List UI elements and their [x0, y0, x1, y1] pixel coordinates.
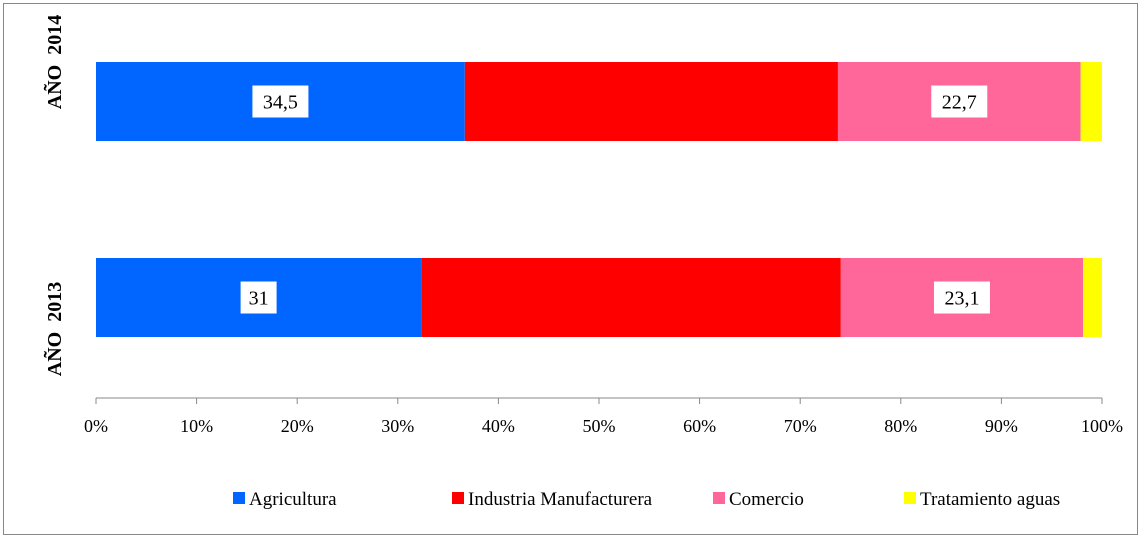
legend-swatch — [452, 492, 464, 504]
x-tick-label: 50% — [583, 416, 616, 436]
x-tick-label: 0% — [84, 416, 108, 436]
data-label: 22,7 — [942, 92, 977, 114]
x-axis: 0% 10% 20% 30% 40% 50% 60% 70% 80% 90% 100% — [84, 397, 1123, 436]
bar-segment — [1083, 258, 1102, 337]
category-label: AÑO 2013 — [43, 282, 66, 376]
x-tick-label: 40% — [482, 416, 515, 436]
legend-swatch — [713, 492, 725, 504]
legend: Agricultura Industria Manufacturera Comerc… — [233, 489, 1060, 510]
x-tick-label: 30% — [381, 416, 414, 436]
legend-label: Comercio — [729, 489, 804, 510]
x-tick-label: 90% — [985, 416, 1018, 436]
category-label: AÑO 2014 — [43, 15, 66, 109]
legend-label: Industria Manufacturera — [468, 489, 653, 510]
data-label: 31 — [249, 288, 269, 310]
data-label: 34,5 — [263, 92, 298, 114]
x-tick-label: 70% — [784, 416, 817, 436]
x-tick-label: 80% — [884, 416, 917, 436]
data-label-box — [933, 281, 990, 314]
legend-label: Tratamiento aguas — [920, 489, 1060, 510]
bar-segment — [421, 258, 841, 337]
data-label: 23,1 — [944, 288, 979, 310]
bar-segment — [464, 62, 838, 141]
x-tick-label: 100% — [1081, 416, 1123, 436]
legend-swatch — [904, 492, 916, 504]
data-label-box — [240, 281, 277, 314]
x-tick-label: 20% — [281, 416, 314, 436]
data-label-box — [252, 85, 309, 118]
data-labels: 34,5 22,7 31 23,1 — [240, 85, 990, 314]
x-tick-label: 60% — [683, 416, 716, 436]
bar-segment — [1080, 62, 1102, 141]
legend-swatch — [233, 492, 245, 504]
x-tick-label: 10% — [180, 416, 213, 436]
data-label-box — [931, 85, 988, 118]
category-labels: AÑO 2014 AÑO 2013 — [43, 15, 66, 376]
legend-label: Agricultura — [249, 489, 337, 510]
